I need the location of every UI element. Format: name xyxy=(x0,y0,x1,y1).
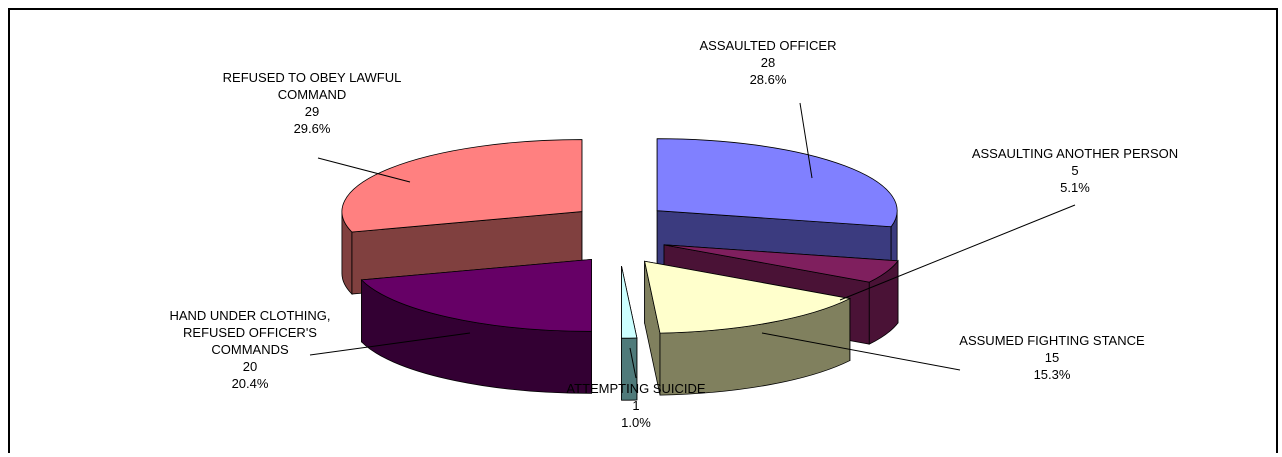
label-text-hand-under-clothing-2: COMMANDS xyxy=(211,342,289,357)
label-text-assumed-fighting-stance-2: 15.3% xyxy=(1034,367,1071,382)
leader-line-assaulting-another-person xyxy=(839,204,1076,301)
label-text-attempting-suicide-1: 1 xyxy=(632,398,639,413)
label-text-hand-under-clothing-1: REFUSED OFFICER'S xyxy=(183,325,317,340)
label-text-refused-to-obey-3: 29.6% xyxy=(294,121,331,136)
label-text-assaulted-officer-2: 28.6% xyxy=(750,72,787,87)
label-text-refused-to-obey-1: COMMAND xyxy=(278,87,347,102)
slice-top-attempting-suicide xyxy=(621,266,638,339)
label-text-assaulting-another-person-2: 5.1% xyxy=(1060,180,1090,195)
data-label-refused-to-obey: REFUSED TO OBEY LAWFUL COMMAND 29 29.6% xyxy=(223,70,411,183)
leader-line-assumed-fighting-stance xyxy=(761,332,961,371)
leader-line-hand-under-clothing xyxy=(309,332,471,356)
leader-line-assaulted-officer xyxy=(799,102,813,179)
label-text-assumed-fighting-stance-1: 15 xyxy=(1045,350,1059,365)
data-label-assaulting-another-person: ASSAULTING ANOTHER PERSON 5 5.1% xyxy=(839,146,1178,301)
label-text-refused-to-obey-0: REFUSED TO OBEY LAWFUL xyxy=(223,70,402,85)
label-text-attempting-suicide-2: 1.0% xyxy=(621,415,651,430)
slice-top-refused-to-obey xyxy=(341,139,583,233)
label-text-assaulted-officer-0: ASSAULTED OFFICER xyxy=(699,38,836,53)
data-label-attempting-suicide: ATTEMPTING SUICIDE 1 1.0% xyxy=(566,347,706,430)
label-text-assumed-fighting-stance-0: ASSUMED FIGHTING STANCE xyxy=(959,333,1145,348)
label-text-assaulted-officer-1: 28 xyxy=(761,55,775,70)
label-text-hand-under-clothing-0: HAND UNDER CLOTHING, xyxy=(169,308,330,323)
leader-line-attempting-suicide xyxy=(629,347,637,379)
slice-top-hand-under-clothing xyxy=(360,258,592,332)
label-text-hand-under-clothing-4: 20.4% xyxy=(232,376,269,391)
leader-line-refused-to-obey xyxy=(317,157,411,183)
chart-frame xyxy=(8,8,1278,453)
slice-top-assaulting-another-person xyxy=(663,244,899,283)
data-label-assaulted-officer: ASSAULTED OFFICER 28 28.6% xyxy=(699,38,837,179)
label-text-hand-under-clothing-3: 20 xyxy=(243,359,257,374)
data-label-hand-under-clothing: HAND UNDER CLOTHING, REFUSED OFFICER'S COM… xyxy=(169,308,471,391)
slice-assumed-fighting-stance xyxy=(644,260,852,396)
slice-top-assumed-fighting-stance xyxy=(644,260,852,334)
label-text-attempting-suicide-0: ATTEMPTING SUICIDE xyxy=(566,381,705,396)
label-text-assaulting-another-person-1: 5 xyxy=(1071,163,1078,178)
label-text-refused-to-obey-2: 29 xyxy=(305,104,319,119)
data-label-assumed-fighting-stance: ASSUMED FIGHTING STANCE 15 15.3% xyxy=(761,332,1145,382)
slice-top-assaulted-officer xyxy=(656,138,898,228)
slice-hand-under-clothing xyxy=(360,258,592,394)
label-text-assaulting-another-person-0: ASSAULTING ANOTHER PERSON xyxy=(972,146,1178,161)
slice-attempting-suicide xyxy=(621,266,638,401)
